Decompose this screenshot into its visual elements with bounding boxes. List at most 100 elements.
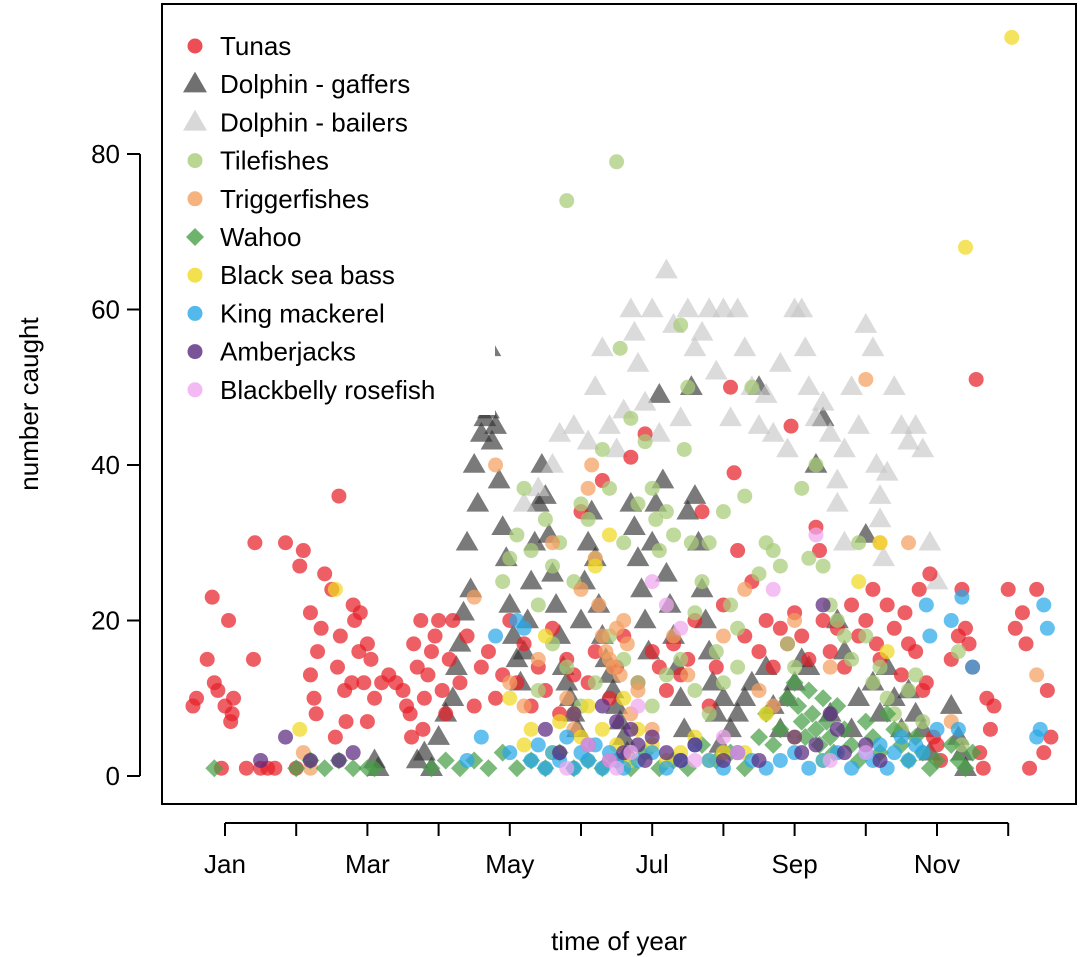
data-point-black-sea-bass <box>616 690 632 706</box>
legend-marker-wahoo <box>186 228 204 246</box>
data-point-tunas <box>406 636 422 652</box>
data-point-king-mackerel <box>772 752 788 768</box>
data-point-amberjacks <box>594 698 610 714</box>
data-point-tunas <box>658 682 674 698</box>
data-point-triggerfishes <box>751 682 767 698</box>
data-point-king-mackerel <box>950 721 966 737</box>
data-point-dolphin-bailers <box>840 375 863 396</box>
data-point-tunas <box>238 760 254 776</box>
legend-label-blackbelly-rosefish: Blackbelly rosefish <box>220 375 435 405</box>
data-point-wahoo <box>806 720 825 739</box>
data-point-amberjacks <box>715 752 731 768</box>
data-point-tunas <box>844 597 860 613</box>
data-point-tunas <box>356 675 372 691</box>
data-point-tilefishes <box>630 496 646 512</box>
data-point-king-mackerel <box>537 760 553 776</box>
data-point-black-sea-bass <box>851 574 867 590</box>
x-tick-label: May <box>485 849 534 879</box>
data-point-amberjacks <box>278 729 294 745</box>
data-point-dolphin-bailers <box>704 359 728 380</box>
data-point-tunas <box>452 675 468 691</box>
data-point-tilefishes <box>637 434 653 450</box>
data-point-triggerfishes <box>616 613 632 628</box>
data-point-wahoo <box>928 751 946 770</box>
data-point-wahoo <box>205 759 224 778</box>
data-point-king-mackerel <box>954 589 970 605</box>
legend-marker-dolphin-gaffers <box>183 71 207 93</box>
data-point-tilefishes <box>901 682 917 698</box>
data-point-triggerfishes <box>516 698 532 714</box>
data-point-black-sea-bass <box>327 581 343 597</box>
data-point-tilefishes <box>765 543 781 559</box>
legend-entry-king-mackerel: King mackerel <box>187 298 385 328</box>
data-point-dolphin-bailers <box>804 406 828 427</box>
data-point-dolphin-gaffers <box>655 561 678 582</box>
data-point-wahoo <box>799 681 818 700</box>
data-point-tunas <box>352 605 368 621</box>
data-point-king-mackerel <box>915 745 931 761</box>
data-point-wahoo <box>963 743 982 762</box>
data-point-triggerfishes <box>573 581 589 597</box>
data-point-dolphin-bailers <box>512 491 536 512</box>
data-point-tunas <box>409 659 425 675</box>
y-tick-label: 60 <box>91 295 120 325</box>
data-point-amberjacks <box>609 714 625 730</box>
data-point-dolphin-gaffers <box>630 577 653 598</box>
data-point-tunas <box>413 613 429 628</box>
data-point-king-mackerel <box>580 752 596 768</box>
data-point-tilefishes <box>559 659 575 675</box>
data-point-tunas <box>441 651 457 667</box>
data-point-dolphin-bailers <box>647 421 671 442</box>
data-point-dolphin-bailers <box>776 437 799 458</box>
data-point-tilefishes <box>744 379 760 395</box>
data-point-king-mackerel <box>922 628 938 644</box>
data-point-black-sea-bass <box>516 737 532 753</box>
legend-entry-black-sea-bass: Black sea bass <box>187 260 395 290</box>
data-point-wahoo <box>803 704 822 723</box>
data-point-triggerfishes <box>584 457 600 473</box>
data-point-dolphin-bailers <box>576 429 600 450</box>
data-point-amberjacks <box>751 752 767 768</box>
data-point-dolphin-bailers <box>868 507 892 528</box>
data-point-tunas <box>329 659 345 675</box>
data-point-wahoo <box>365 759 384 778</box>
data-point-tunas <box>1029 581 1045 597</box>
data-point-wahoo <box>856 712 875 731</box>
data-point-amberjacks <box>253 752 269 768</box>
data-point-tilefishes <box>648 511 664 527</box>
data-point-king-mackerel <box>965 659 981 675</box>
legend-label-wahoo: Wahoo <box>220 222 301 252</box>
data-point-tilefishes <box>509 527 525 543</box>
data-point-triggerfishes <box>612 667 628 683</box>
y-tick-label: 40 <box>91 450 120 480</box>
data-point-tilefishes <box>559 193 575 209</box>
legend-entry-dolphin-bailers: Dolphin - bailers <box>183 107 408 137</box>
data-point-king-mackerel <box>872 737 888 753</box>
data-point-triggerfishes <box>901 535 917 551</box>
data-point-dolphin-gaffers <box>484 414 507 434</box>
data-point-tilefishes <box>794 480 810 496</box>
data-point-wahoo <box>789 697 808 716</box>
data-point-dolphin-bailers <box>897 429 920 450</box>
data-point-tilefishes <box>587 675 603 691</box>
legend-label-dolphin-gaffers: Dolphin - gaffers <box>220 69 410 99</box>
data-point-tilefishes <box>715 675 731 691</box>
data-point-dolphin-bailers <box>875 460 899 481</box>
data-point-tunas <box>908 644 924 660</box>
data-point-tunas <box>278 535 294 551</box>
data-point-blackbelly-rosefish <box>630 698 646 714</box>
data-point-tilefishes <box>954 737 970 753</box>
data-point-tilefishes <box>502 550 518 566</box>
data-point-tilefishes <box>609 154 625 170</box>
data-point-tilefishes <box>915 714 931 730</box>
data-point-tunas <box>708 659 724 675</box>
data-point-amberjacks <box>872 752 888 768</box>
data-point-black-sea-bass <box>552 714 568 730</box>
data-point-tilefishes <box>537 511 553 527</box>
data-point-tunas <box>267 760 283 776</box>
data-point-dolphin-bailers <box>825 491 849 512</box>
data-point-tilefishes <box>730 659 746 675</box>
data-point-dolphin-bailers <box>619 297 643 318</box>
data-point-tunas <box>221 613 237 628</box>
